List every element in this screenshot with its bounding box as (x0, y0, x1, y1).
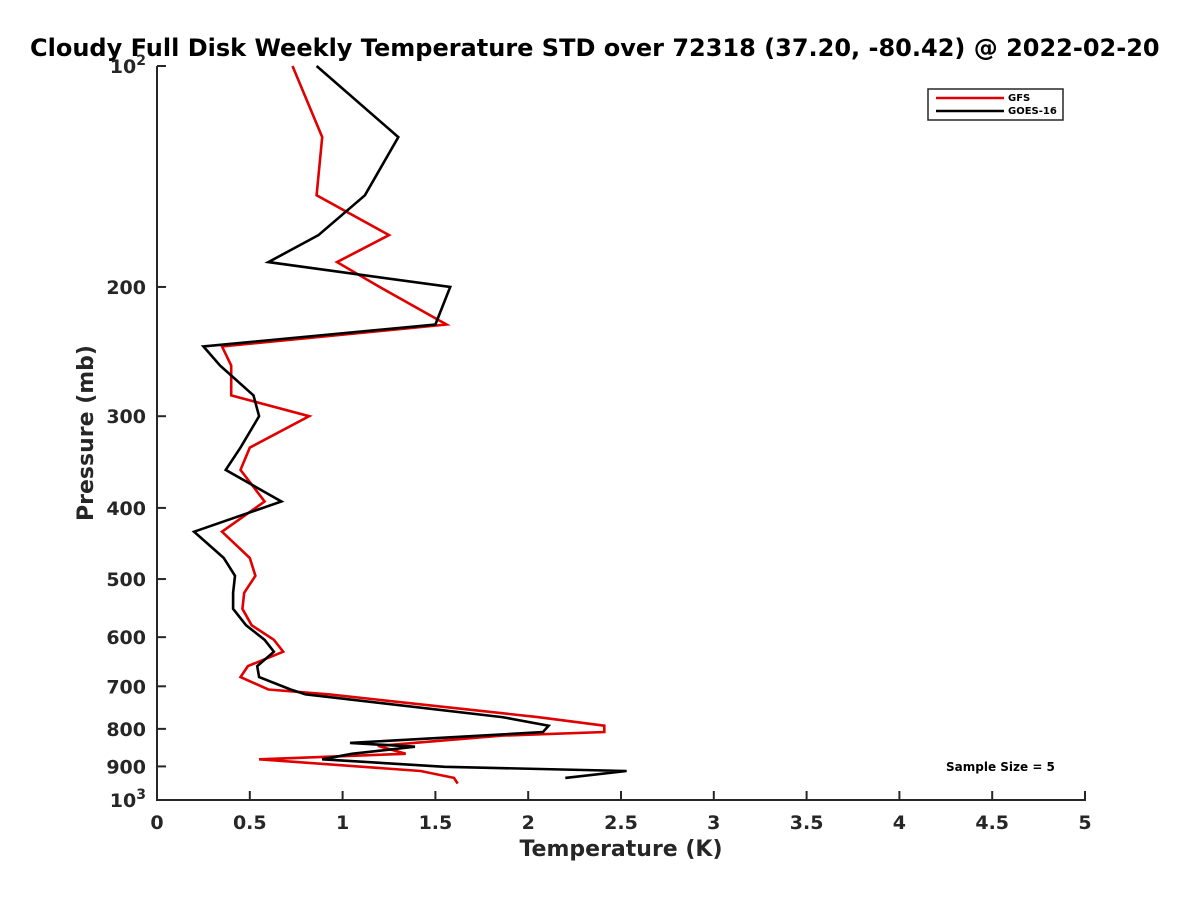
y-axis-label: Pressure (mb) (74, 345, 99, 521)
x-tick-label: 5 (1078, 812, 1091, 834)
y-tick-label: 600 (106, 627, 146, 649)
x-tick-label: 2 (522, 812, 535, 834)
x-tick-label: 1.5 (419, 812, 453, 834)
x-ticks: 0 0.5 1 1.5 2 2.5 3 3.5 4 4.5 5 (150, 791, 1092, 834)
legend-label-gfs: GFS (1008, 93, 1030, 104)
legend: GFS GOES-16 (927, 88, 1064, 121)
x-tick-label: 2.5 (604, 812, 638, 834)
series-line-goes16 (191, 65, 627, 780)
y-tick-label: 102 (110, 53, 146, 78)
x-tick-label: 3.5 (790, 812, 824, 834)
y-tick-label: 103 (110, 787, 146, 812)
y-ticks: 102 200 300 400 500 600 700 800 900 103 (106, 53, 166, 812)
legend-box (927, 88, 1064, 121)
x-tick-label: 4.5 (975, 812, 1009, 834)
sample-size-annotation: Sample Size = 5 (946, 760, 1055, 774)
y-tick-label: 500 (106, 569, 146, 591)
y-tick-label: 700 (106, 676, 146, 698)
chart-title: Cloudy Full Disk Weekly Temperature STD … (30, 34, 1160, 62)
x-tick-label: 3 (707, 812, 720, 834)
y-tick-label: 200 (106, 277, 146, 299)
y-tick-label: 900 (106, 756, 146, 778)
x-tick-label: 1 (336, 812, 349, 834)
series-line-gfs (219, 65, 606, 785)
x-tick-label: 0.5 (233, 812, 267, 834)
x-axis-label: Temperature (K) (519, 837, 722, 862)
legend-label-goes16: GOES-16 (1008, 106, 1057, 117)
y-tick-label: 300 (106, 406, 146, 428)
x-tick-label: 4 (893, 812, 906, 834)
y-tick-label: 800 (106, 719, 146, 741)
x-tick-label: 0 (150, 812, 163, 834)
series-layer (191, 65, 627, 785)
y-tick-label: 400 (106, 498, 146, 520)
